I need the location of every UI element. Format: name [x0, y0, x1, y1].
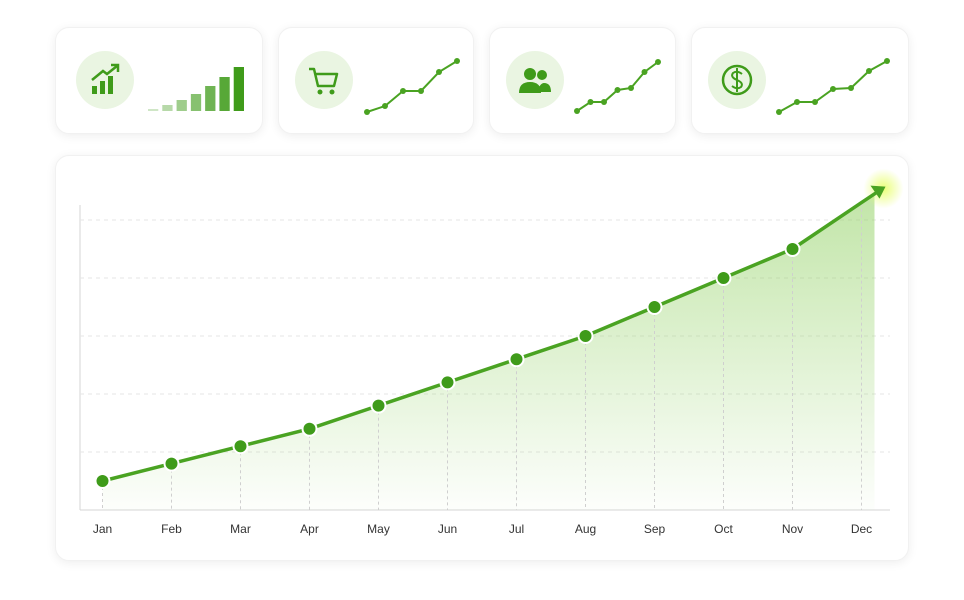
spark-point — [614, 87, 621, 93]
x-tick-label: Mar — [230, 522, 251, 536]
data-point — [232, 438, 249, 455]
spark-point — [382, 103, 388, 109]
spark-point — [400, 88, 406, 94]
x-tick-label: May — [367, 522, 390, 536]
spark-point — [574, 108, 580, 114]
cart-icon — [295, 51, 353, 109]
trend-arrow — [870, 185, 886, 199]
data-point — [646, 299, 663, 315]
x-tick-label: Jun — [438, 522, 457, 536]
x-tick-label: Nov — [782, 522, 803, 536]
users-icon — [506, 51, 564, 109]
spark-point — [628, 85, 634, 91]
spark-point — [587, 99, 594, 105]
data-point — [508, 351, 525, 368]
spark-point — [812, 99, 818, 105]
spark-point — [601, 99, 607, 105]
spark-bar — [233, 67, 244, 111]
data-point — [784, 241, 801, 257]
spark-point — [364, 109, 370, 115]
sparkline — [366, 60, 458, 113]
x-tick-label: Oct — [714, 522, 733, 536]
x-tick-label: Apr — [300, 522, 319, 536]
spark-bar — [162, 105, 173, 111]
spark-point — [436, 69, 442, 75]
area-fill — [102, 192, 875, 510]
spark-bar — [190, 94, 202, 111]
x-tick-label: Feb — [161, 522, 182, 536]
x-tick-label: Jul — [509, 522, 524, 536]
data-point — [577, 328, 594, 344]
spark-bar — [148, 109, 159, 111]
spark-bar — [176, 100, 187, 111]
data-point — [163, 455, 180, 472]
data-point — [439, 374, 456, 391]
data-point — [301, 420, 318, 437]
x-tick-label: Aug — [575, 522, 596, 536]
spark-point — [848, 85, 854, 91]
spark-point — [776, 109, 782, 115]
x-tick-label: Jan — [93, 522, 112, 536]
x-tick-label: Dec — [851, 522, 872, 536]
growth-icon — [76, 51, 134, 109]
spark-point — [418, 88, 424, 94]
spark-point — [641, 69, 648, 75]
x-tick-label: Sep — [644, 522, 666, 536]
spark-point — [830, 86, 836, 92]
spark-point — [884, 58, 890, 64]
data-point — [715, 270, 732, 286]
dollar-icon — [708, 51, 766, 109]
spark-point — [454, 58, 460, 64]
spark-bar — [219, 77, 230, 111]
spark-point — [866, 68, 872, 74]
data-point — [370, 397, 387, 414]
data-point — [94, 473, 111, 489]
spark-point — [794, 99, 800, 105]
spark-point — [655, 59, 661, 65]
spark-bar — [205, 86, 216, 111]
